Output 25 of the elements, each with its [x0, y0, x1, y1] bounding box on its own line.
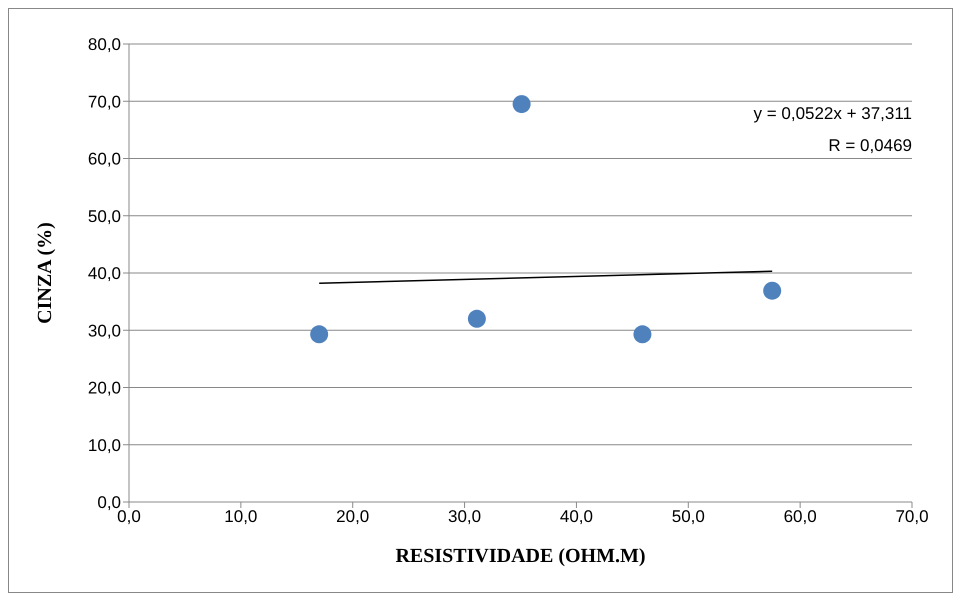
y-tick-label: 40,0	[88, 264, 121, 284]
annotation: y = 0,0522x + 37,311	[754, 104, 912, 124]
x-axis-title: RESISTIVIDADE (OHM.M)	[395, 545, 646, 567]
x-tick-label: 0,0	[117, 507, 141, 526]
y-tick-label: 70,0	[88, 92, 121, 112]
y-axis-title: CINZA (%)	[34, 222, 56, 324]
x-tick-label: 10,0	[224, 507, 258, 526]
y-tick-label: 60,0	[88, 150, 121, 169]
point	[633, 325, 652, 344]
x-tick-label: 20,0	[336, 507, 370, 526]
y-tick-label: 20,0	[88, 378, 121, 398]
x-tick-label: 60,0	[784, 507, 817, 526]
y-tick-label: 30,0	[88, 321, 121, 340]
point	[763, 282, 782, 300]
point	[468, 310, 486, 328]
y-tick-label: 50,0	[88, 206, 121, 226]
x-tick-label: 50,0	[672, 507, 705, 526]
point	[310, 325, 328, 344]
x-tick-label: 40,0	[560, 507, 593, 526]
point	[512, 95, 531, 114]
x-tick-label: 70,0	[895, 507, 929, 526]
y-tick-label: 80,0	[88, 35, 121, 54]
annotation: R = 0,0469	[828, 136, 912, 156]
y-tick-label: 10,0	[88, 436, 121, 455]
x-tick-label: 30,0	[448, 507, 482, 526]
